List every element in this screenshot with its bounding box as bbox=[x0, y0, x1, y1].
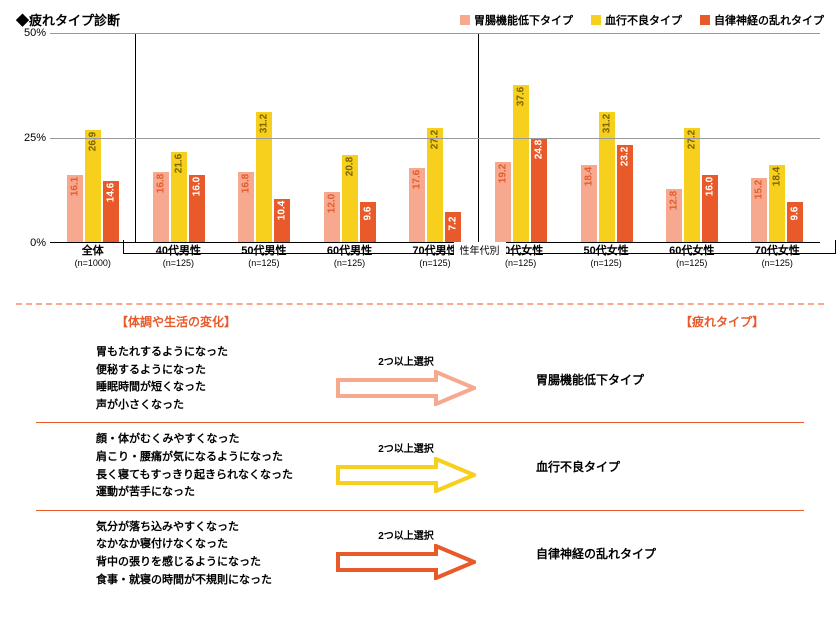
bar: 19.2 bbox=[495, 162, 511, 242]
bar: 21.6 bbox=[171, 152, 187, 242]
bar: 16.8 bbox=[238, 172, 254, 242]
bar: 12.0 bbox=[324, 192, 340, 242]
arrow-caption: 2つ以上選択 bbox=[316, 440, 496, 455]
flow-row: 胃もたれするようになった便秘するようになった睡眠時間が短くなった声が小さくなった… bbox=[36, 336, 804, 422]
bar-value-label: 24.8 bbox=[534, 140, 545, 159]
bar-value-label: 16.1 bbox=[69, 176, 80, 195]
bar-value-label: 27.2 bbox=[429, 130, 440, 149]
bar-value-label: 7.2 bbox=[447, 216, 458, 230]
legend-item: 自律神経の乱れタイプ bbox=[700, 12, 824, 28]
arrow-col: 2つ以上選択 bbox=[316, 440, 496, 493]
bar-value-label: 15.2 bbox=[754, 180, 765, 199]
legend-item: 胃腸機能低下タイプ bbox=[460, 12, 573, 28]
type-label: 自律神経の乱れタイプ bbox=[516, 545, 804, 562]
bar: 37.6 bbox=[513, 85, 529, 242]
bar: 10.4 bbox=[274, 199, 290, 242]
bar-value-label: 9.6 bbox=[362, 206, 373, 220]
bar: 17.6 bbox=[409, 168, 425, 242]
type-label: 胃腸機能低下タイプ bbox=[516, 371, 804, 388]
bar: 15.2 bbox=[751, 178, 767, 242]
bar: 27.2 bbox=[427, 128, 443, 242]
bar: 9.6 bbox=[360, 202, 376, 242]
bar-chart: 0%25%50% 16.126.914.616.821.616.016.831.… bbox=[16, 33, 824, 273]
bar-value-label: 37.6 bbox=[516, 87, 527, 106]
arrow-icon bbox=[336, 457, 476, 493]
bar: 20.8 bbox=[342, 155, 358, 242]
bar-value-label: 20.8 bbox=[344, 157, 355, 176]
bar: 16.0 bbox=[189, 175, 205, 242]
bar-value-label: 31.2 bbox=[601, 113, 612, 132]
bar-value-label: 26.9 bbox=[87, 131, 98, 150]
bar: 9.6 bbox=[787, 202, 803, 242]
divider bbox=[16, 303, 824, 305]
flow: 【体調や生活の変化】 【疲れタイプ】 胃もたれするようになった便秘するようになっ… bbox=[16, 313, 824, 597]
bar: 7.2 bbox=[445, 212, 461, 242]
bar: 26.9 bbox=[85, 130, 101, 242]
bar-value-label: 9.6 bbox=[790, 206, 801, 220]
legend-item: 血行不良タイプ bbox=[591, 12, 682, 28]
bar: 23.2 bbox=[617, 145, 633, 242]
bar: 14.6 bbox=[103, 181, 119, 242]
bar-value-label: 16.0 bbox=[191, 177, 202, 196]
bar: 31.2 bbox=[256, 112, 272, 242]
bar-value-label: 10.4 bbox=[277, 200, 288, 219]
bar: 27.2 bbox=[684, 128, 700, 242]
bar: 18.4 bbox=[769, 165, 785, 242]
arrow-icon bbox=[336, 370, 476, 406]
bar-value-label: 17.6 bbox=[411, 170, 422, 189]
bar-value-label: 16.8 bbox=[155, 174, 166, 193]
bar: 16.1 bbox=[67, 175, 83, 242]
bar: 24.8 bbox=[531, 138, 547, 242]
bar-value-label: 16.8 bbox=[241, 174, 252, 193]
flow-row: 気分が落ち込みやすくなったなかなか寝付けなくなった背中の張りを感じるようになった… bbox=[36, 510, 804, 597]
bar-value-label: 12.8 bbox=[668, 190, 679, 209]
symptoms-list: 顔・体がむくみやすくなった肩こり・腰痛が気になるようになった長く寝てもすっきり起… bbox=[36, 431, 296, 501]
y-tick-label: 50% bbox=[24, 27, 46, 39]
legend: 胃腸機能低下タイプ 血行不良タイプ 自律神経の乱れタイプ bbox=[460, 12, 824, 28]
bar-value-label: 12.0 bbox=[326, 194, 337, 213]
flow-head-left: 【体調や生活の変化】 bbox=[116, 313, 236, 330]
bar-value-label: 19.2 bbox=[498, 164, 509, 183]
symptoms-list: 気分が落ち込みやすくなったなかなか寝付けなくなった背中の張りを感じるようになった… bbox=[36, 519, 296, 589]
bar-value-label: 14.6 bbox=[105, 183, 116, 202]
bracket-label: 性年代別 bbox=[454, 242, 506, 257]
bar: 31.2 bbox=[599, 112, 615, 242]
bar-value-label: 21.6 bbox=[173, 153, 184, 172]
bar-value-label: 31.2 bbox=[259, 113, 270, 132]
bar-value-label: 27.2 bbox=[686, 130, 697, 149]
arrow-col: 2つ以上選択 bbox=[316, 353, 496, 406]
arrow-caption: 2つ以上選択 bbox=[316, 353, 496, 368]
type-label: 血行不良タイプ bbox=[516, 458, 804, 475]
bar: 18.4 bbox=[581, 165, 597, 242]
bar-value-label: 18.4 bbox=[583, 167, 594, 186]
arrow-icon bbox=[336, 544, 476, 580]
arrow-col: 2つ以上選択 bbox=[316, 527, 496, 580]
bar-value-label: 18.4 bbox=[772, 167, 783, 186]
age-bracket: 性年代別 bbox=[34, 240, 836, 264]
y-tick-label: 25% bbox=[24, 132, 46, 144]
bar: 12.8 bbox=[666, 189, 682, 243]
bar-value-label: 23.2 bbox=[619, 147, 630, 166]
bar: 16.0 bbox=[702, 175, 718, 242]
bar-value-label: 16.0 bbox=[704, 177, 715, 196]
bar: 16.8 bbox=[153, 172, 169, 242]
arrow-caption: 2つ以上選択 bbox=[316, 527, 496, 542]
flow-row: 顔・体がむくみやすくなった肩こり・腰痛が気になるようになった長く寝てもすっきり起… bbox=[36, 422, 804, 509]
flow-head-right: 【疲れタイプ】 bbox=[680, 313, 764, 330]
symptoms-list: 胃もたれするようになった便秘するようになった睡眠時間が短くなった声が小さくなった bbox=[36, 344, 296, 414]
